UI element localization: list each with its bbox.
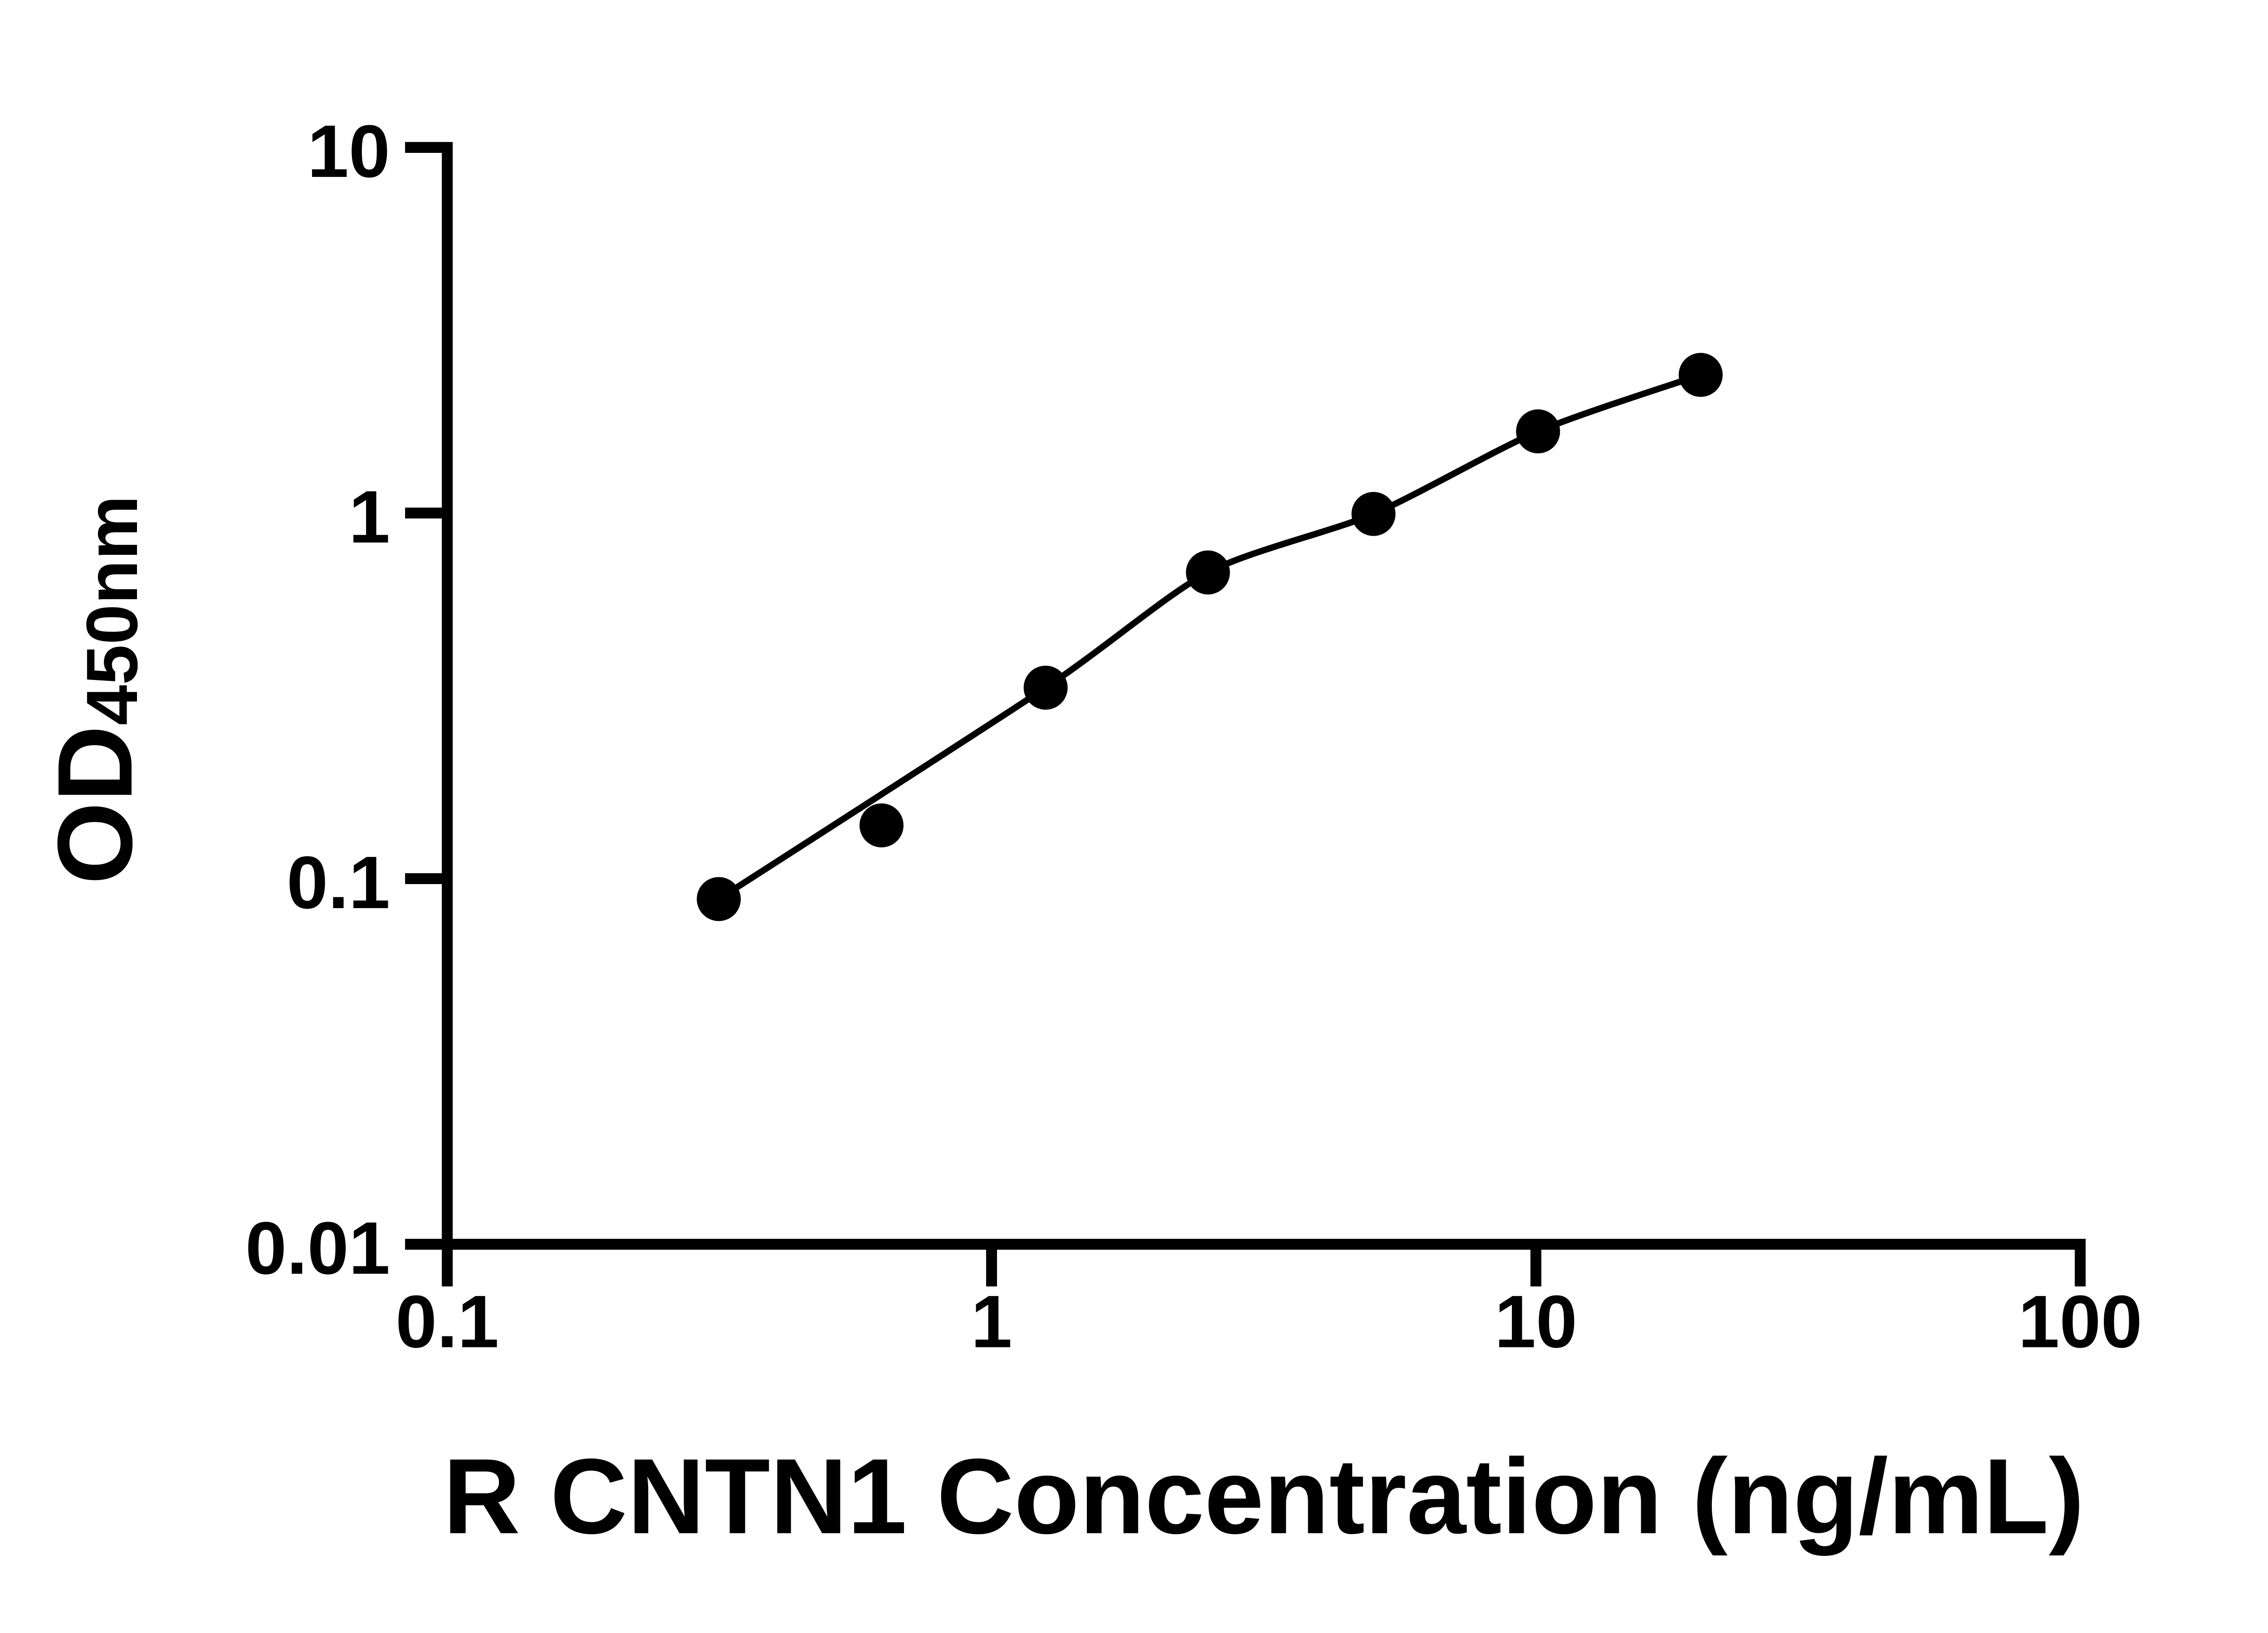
svg-text:R CNTN1 Concentration (ng/mL): R CNTN1 Concentration (ng/mL) (443, 1437, 2084, 1556)
svg-text:0.01: 0.01 (245, 1207, 390, 1290)
svg-text:1: 1 (971, 1280, 1012, 1363)
svg-text:0.1: 0.1 (287, 841, 390, 924)
svg-text:0.1: 0.1 (396, 1280, 499, 1363)
svg-text:10: 10 (308, 110, 390, 193)
svg-text:1: 1 (349, 475, 390, 558)
svg-text:100: 100 (2018, 1280, 2142, 1363)
svg-text:10: 10 (1495, 1280, 1577, 1363)
